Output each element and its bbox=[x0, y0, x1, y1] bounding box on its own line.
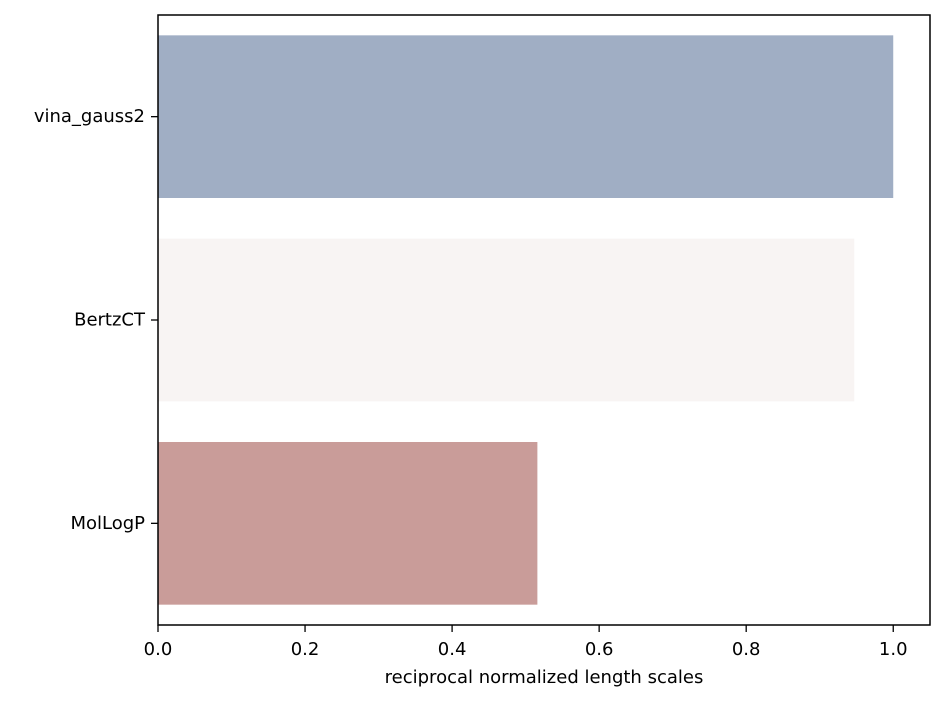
y-axis: vina_gauss2 BertzCT MolLogP bbox=[34, 106, 158, 534]
x-tick-label: 0.8 bbox=[732, 639, 761, 660]
bars-layer bbox=[158, 35, 894, 605]
x-axis-label: reciprocal normalized length scales bbox=[385, 667, 704, 688]
bar-vina_gauss2 bbox=[158, 35, 894, 199]
x-tick-label: 0.6 bbox=[585, 639, 614, 660]
y-tick-label: vina_gauss2 bbox=[34, 106, 145, 127]
x-axis: 0.0 0.2 0.4 0.6 0.8 1.0 bbox=[144, 625, 908, 660]
y-tick-label: BertzCT bbox=[74, 310, 146, 331]
x-tick-label: 0.0 bbox=[144, 639, 173, 660]
bar-MolLogP bbox=[158, 442, 538, 605]
y-tick-label: MolLogP bbox=[70, 513, 145, 534]
bar-BertzCT bbox=[158, 238, 855, 402]
x-tick-label: 0.2 bbox=[291, 639, 320, 660]
x-tick-label: 0.4 bbox=[438, 639, 467, 660]
x-tick-label: 1.0 bbox=[879, 639, 908, 660]
